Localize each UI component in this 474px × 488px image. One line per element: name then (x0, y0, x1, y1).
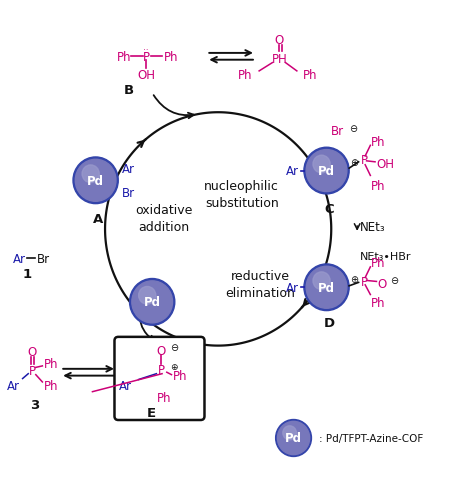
Text: ⊕: ⊕ (351, 158, 359, 167)
Text: ⊕: ⊕ (351, 274, 359, 284)
Text: ⊖: ⊖ (171, 342, 179, 352)
Text: OH: OH (376, 158, 394, 170)
Circle shape (313, 156, 330, 174)
Text: Ph: Ph (44, 379, 58, 392)
Text: Pd: Pd (144, 296, 161, 309)
Text: PH: PH (272, 53, 287, 66)
Text: P: P (360, 154, 367, 167)
Circle shape (306, 267, 347, 308)
Text: P: P (143, 51, 150, 63)
Text: substitution: substitution (205, 196, 279, 209)
Text: ⊖: ⊖ (349, 123, 357, 134)
Text: O: O (156, 344, 166, 357)
Text: Pd: Pd (285, 431, 302, 445)
Text: NEt₃•HBr: NEt₃•HBr (359, 251, 411, 261)
Text: Ph: Ph (371, 179, 386, 192)
Text: oxidative: oxidative (135, 203, 192, 217)
Text: Ph: Ph (44, 358, 58, 371)
Text: Ph: Ph (371, 257, 386, 270)
Text: Ar: Ar (13, 252, 26, 265)
Text: reductive: reductive (231, 269, 290, 282)
Circle shape (82, 165, 99, 183)
Text: B: B (124, 83, 134, 97)
FancyBboxPatch shape (115, 337, 204, 420)
Circle shape (75, 160, 116, 202)
Text: D: D (323, 317, 335, 329)
Circle shape (283, 426, 296, 440)
Circle shape (304, 264, 349, 311)
Text: O: O (27, 345, 36, 358)
Text: P: P (158, 364, 164, 377)
Text: Ar: Ar (286, 165, 299, 178)
Text: OH: OH (137, 69, 155, 82)
Circle shape (304, 148, 349, 195)
Text: 3: 3 (30, 398, 39, 411)
Text: Br: Br (331, 125, 345, 138)
Text: Ph: Ph (371, 297, 386, 310)
Circle shape (306, 150, 347, 192)
Text: ‥: ‥ (143, 43, 149, 52)
Text: : Pd/TFPT-Azine-COF: : Pd/TFPT-Azine-COF (319, 433, 424, 443)
Text: ⊖: ⊖ (390, 276, 398, 286)
Text: O: O (275, 34, 284, 47)
Text: P: P (360, 275, 367, 288)
Text: Pd: Pd (87, 174, 104, 187)
Circle shape (276, 420, 311, 457)
Text: Ph: Ph (156, 392, 171, 405)
Text: 1: 1 (23, 267, 32, 280)
Text: addition: addition (138, 221, 190, 233)
Circle shape (129, 279, 175, 325)
Text: Ph: Ph (238, 69, 253, 82)
Text: E: E (147, 406, 156, 419)
Text: Pd: Pd (318, 165, 335, 178)
Text: Br: Br (36, 252, 50, 265)
Circle shape (277, 422, 310, 455)
Circle shape (73, 158, 118, 204)
Text: elimination: elimination (226, 286, 295, 299)
Text: Ph: Ph (371, 136, 386, 148)
Text: Ph: Ph (117, 51, 131, 63)
Text: O: O (377, 277, 387, 290)
Text: Br: Br (122, 186, 135, 200)
Text: Ar: Ar (119, 379, 132, 392)
Text: Ar: Ar (7, 379, 20, 392)
Text: nucleophilic: nucleophilic (204, 179, 279, 192)
Text: Ar: Ar (122, 163, 135, 175)
Circle shape (138, 287, 156, 305)
Text: Ar: Ar (286, 281, 299, 294)
Text: P: P (28, 365, 36, 378)
Circle shape (132, 281, 173, 323)
Text: Ph: Ph (164, 51, 178, 63)
Circle shape (313, 272, 330, 290)
Text: ⊕: ⊕ (171, 362, 178, 371)
Text: Ph: Ph (303, 69, 318, 82)
Text: NEt₃: NEt₃ (359, 221, 385, 233)
Text: Ph: Ph (173, 369, 187, 382)
Text: Pd: Pd (318, 281, 335, 294)
Text: A: A (93, 212, 103, 225)
Text: C: C (324, 203, 334, 216)
